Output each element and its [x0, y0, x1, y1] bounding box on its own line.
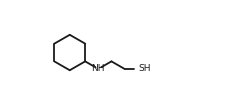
Text: NH: NH: [91, 64, 105, 73]
Text: SH: SH: [137, 64, 150, 73]
